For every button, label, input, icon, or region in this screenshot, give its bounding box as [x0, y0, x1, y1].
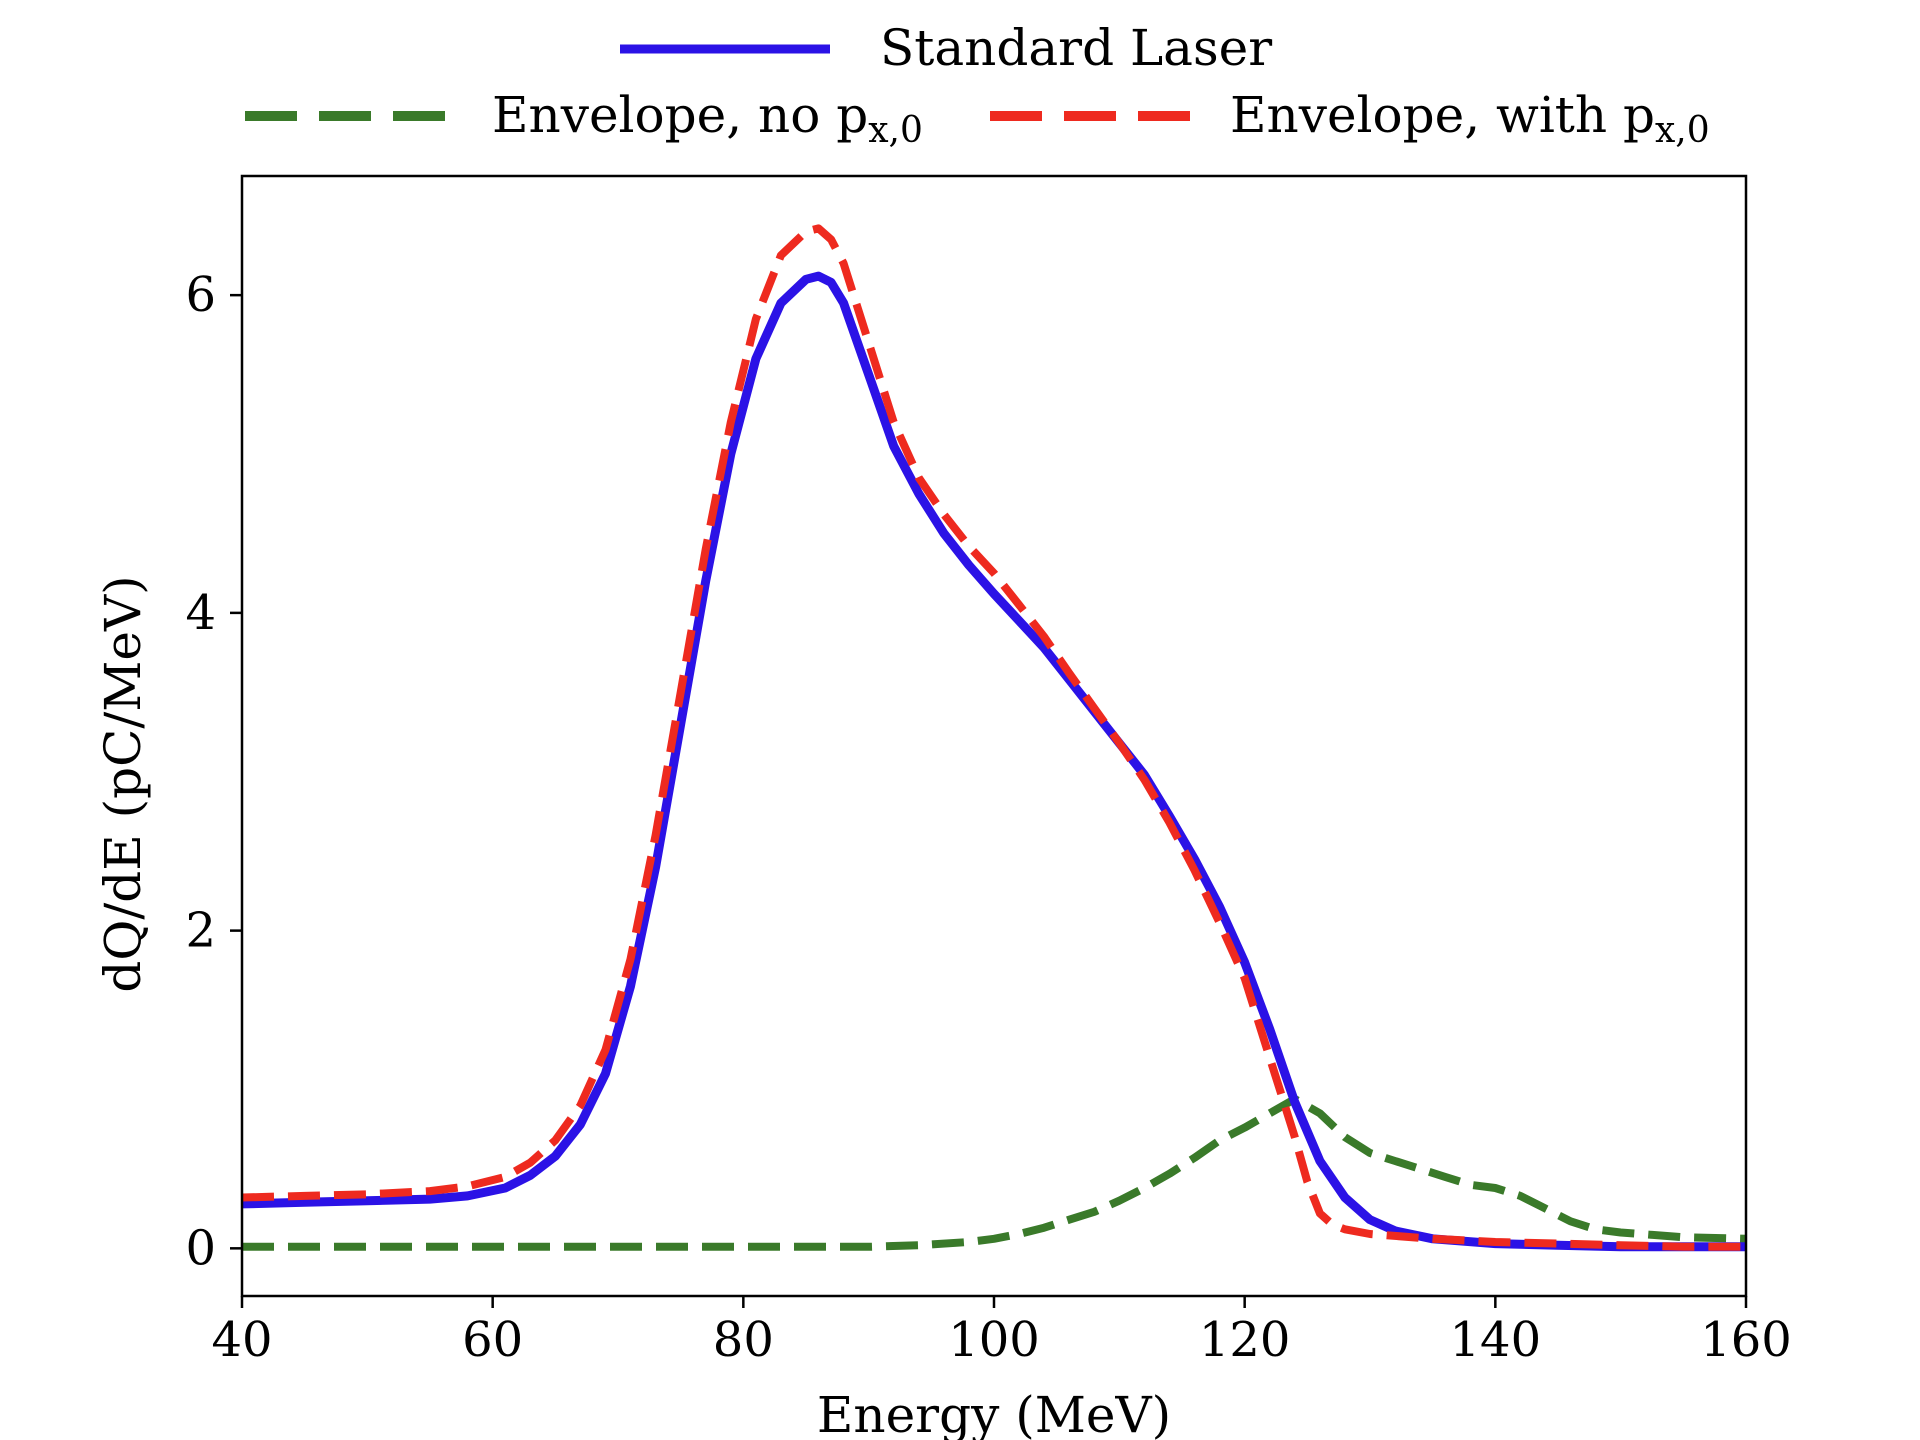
series-line-1 — [242, 1095, 1747, 1251]
y-axis: 0 2 4 6 — [185, 267, 242, 1276]
series-line-0 — [241, 271, 1746, 1252]
y-tick-label: 4 — [185, 585, 216, 641]
x-axis-label: Energy (MeV) — [817, 1386, 1171, 1440]
legend-label-2: Envelope, with px,0 — [1230, 86, 1710, 151]
x-axis: 40 60 80 100 120 140 160 — [211, 1296, 1792, 1368]
y-tick-label: 6 — [185, 267, 216, 323]
plot-area — [241, 224, 1747, 1252]
series-line-2 — [241, 224, 1746, 1251]
x-tick-label: 160 — [1700, 1312, 1792, 1368]
legend-label-0: Standard Laser — [880, 19, 1272, 77]
x-tick-label: 140 — [1450, 1312, 1542, 1368]
x-tick-label: 100 — [948, 1312, 1040, 1368]
x-tick-label: 60 — [462, 1312, 523, 1368]
x-tick-label: 80 — [713, 1312, 774, 1368]
x-tick-label: 40 — [211, 1312, 272, 1368]
y-axis-label: dQ/dE (pC/MeV) — [94, 575, 152, 992]
legend-label-1: Envelope, no px,0 — [492, 86, 923, 151]
axes-frame — [240, 174, 1748, 1298]
y-tick-label: 2 — [185, 903, 216, 959]
legend: Standard Laser Envelope, no px,0 Envelope,… — [245, 19, 1710, 151]
y-tick-label: 0 — [185, 1220, 216, 1276]
x-tick-label: 120 — [1199, 1312, 1291, 1368]
